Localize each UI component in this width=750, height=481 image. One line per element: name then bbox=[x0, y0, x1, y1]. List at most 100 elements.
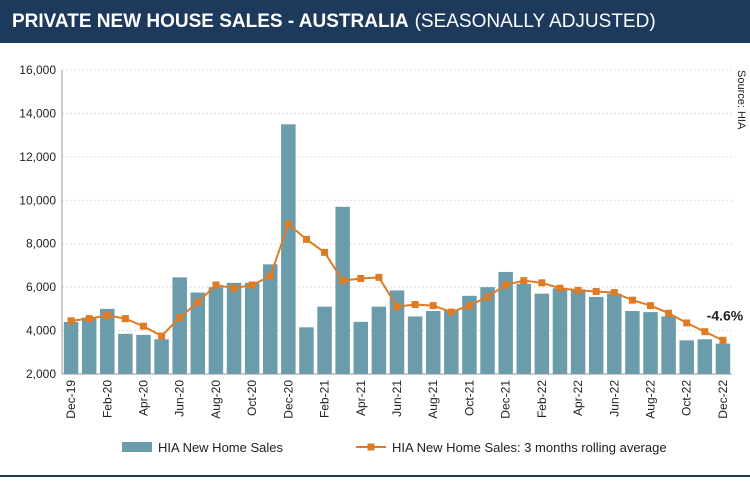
y-tick-label: 12,000 bbox=[19, 150, 56, 164]
line-marker bbox=[701, 328, 709, 336]
line-marker bbox=[502, 281, 510, 289]
bar bbox=[625, 311, 640, 374]
x-tick-label: Dec-22 bbox=[716, 380, 730, 419]
legend-label: HIA New Home Sales bbox=[158, 440, 283, 455]
annotation: -4.6% bbox=[707, 307, 744, 323]
bar bbox=[570, 289, 586, 374]
x-tick-label: Jun-20 bbox=[173, 380, 187, 417]
bar bbox=[226, 282, 242, 374]
legend-swatch bbox=[367, 443, 375, 451]
source: Source: HIA bbox=[735, 70, 747, 130]
bar bbox=[154, 339, 169, 374]
bar bbox=[263, 264, 278, 374]
title-text: PRIVATE NEW HOUSE SALES - AUSTRALIA bbox=[12, 11, 409, 32]
title-banner bbox=[0, 0, 750, 43]
subtitle-text: (SEASONALLY ADJUSTED) bbox=[415, 11, 656, 32]
chart-title: PRIVATE NEW HOUSE SALES - AUSTRALIA (SEAS… bbox=[12, 11, 656, 32]
line-marker bbox=[158, 332, 166, 340]
x-tick-label: Dec-20 bbox=[281, 380, 295, 419]
x-tick-label: Oct-22 bbox=[680, 380, 694, 416]
x-tick-label: Apr-20 bbox=[136, 380, 150, 416]
bar bbox=[407, 316, 423, 374]
line-marker bbox=[447, 308, 455, 316]
line-marker bbox=[538, 279, 546, 287]
line-marker bbox=[375, 273, 383, 281]
x-tick-label: Feb-22 bbox=[535, 380, 549, 418]
line-marker bbox=[465, 302, 473, 310]
x-tick-label: Apr-21 bbox=[354, 380, 368, 416]
line-marker bbox=[85, 315, 93, 323]
line-marker bbox=[556, 284, 564, 292]
line-marker bbox=[429, 302, 437, 310]
bar bbox=[353, 321, 369, 374]
bar bbox=[118, 333, 133, 374]
bar bbox=[317, 306, 332, 374]
x-tick-label: Oct-20 bbox=[245, 380, 259, 416]
line-marker bbox=[393, 303, 401, 311]
line-marker bbox=[484, 293, 492, 301]
bar bbox=[100, 308, 115, 374]
bar bbox=[715, 343, 731, 374]
x-tick-label: Aug-20 bbox=[209, 380, 223, 419]
x-tick-label: Apr-22 bbox=[571, 380, 585, 416]
line-marker bbox=[357, 274, 365, 282]
x-tick-label: Feb-20 bbox=[100, 380, 114, 418]
bar bbox=[335, 206, 350, 374]
bar bbox=[498, 271, 513, 374]
bar bbox=[607, 293, 622, 374]
line-marker bbox=[321, 248, 329, 256]
bar bbox=[190, 292, 206, 374]
line-marker bbox=[665, 309, 673, 317]
bar bbox=[172, 277, 187, 374]
x-tick-label: Jun-21 bbox=[390, 380, 404, 417]
bar bbox=[643, 312, 658, 374]
line-marker bbox=[683, 319, 691, 327]
line-marker bbox=[194, 298, 202, 306]
line-marker bbox=[67, 317, 75, 325]
line-marker bbox=[176, 314, 184, 322]
bar bbox=[697, 339, 713, 374]
bar bbox=[534, 293, 550, 374]
line-marker bbox=[592, 287, 600, 295]
y-tick-label: 16,000 bbox=[19, 63, 56, 77]
bar bbox=[63, 321, 79, 374]
line-marker bbox=[266, 272, 274, 280]
y-tick-label: 14,000 bbox=[19, 106, 56, 120]
line-marker bbox=[103, 311, 111, 319]
bar bbox=[444, 309, 459, 374]
line-marker bbox=[411, 301, 419, 309]
y-tick-label: 2,000 bbox=[26, 367, 56, 381]
line-marker bbox=[520, 277, 528, 285]
y-tick-label: 10,000 bbox=[19, 193, 56, 207]
line-marker bbox=[212, 281, 220, 289]
line-marker bbox=[628, 296, 636, 304]
line-marker bbox=[647, 302, 655, 310]
bar bbox=[588, 296, 604, 374]
x-tick-label: Dec-19 bbox=[64, 380, 78, 419]
x-tick-label: Jun-22 bbox=[607, 380, 621, 417]
bar bbox=[81, 317, 97, 374]
bar bbox=[516, 283, 531, 374]
line-marker bbox=[574, 286, 582, 294]
bar bbox=[480, 287, 495, 374]
line-marker bbox=[139, 322, 147, 330]
x-tick-label: Dec-21 bbox=[499, 380, 513, 419]
x-tick-label: Aug-21 bbox=[426, 380, 440, 419]
bar bbox=[462, 295, 477, 374]
bar bbox=[136, 334, 151, 374]
bar bbox=[425, 311, 441, 374]
legend-swatch bbox=[122, 442, 152, 452]
bar bbox=[281, 124, 296, 375]
line-marker bbox=[610, 289, 618, 297]
x-tick-label: Feb-21 bbox=[318, 380, 332, 418]
bar bbox=[389, 290, 405, 374]
line-marker bbox=[121, 315, 129, 323]
bar bbox=[299, 327, 314, 374]
bar bbox=[661, 316, 676, 374]
bar bbox=[552, 288, 568, 374]
line-marker bbox=[302, 235, 310, 243]
y-tick-label: 8,000 bbox=[26, 237, 56, 251]
bar bbox=[371, 306, 387, 374]
line-marker bbox=[719, 336, 727, 344]
